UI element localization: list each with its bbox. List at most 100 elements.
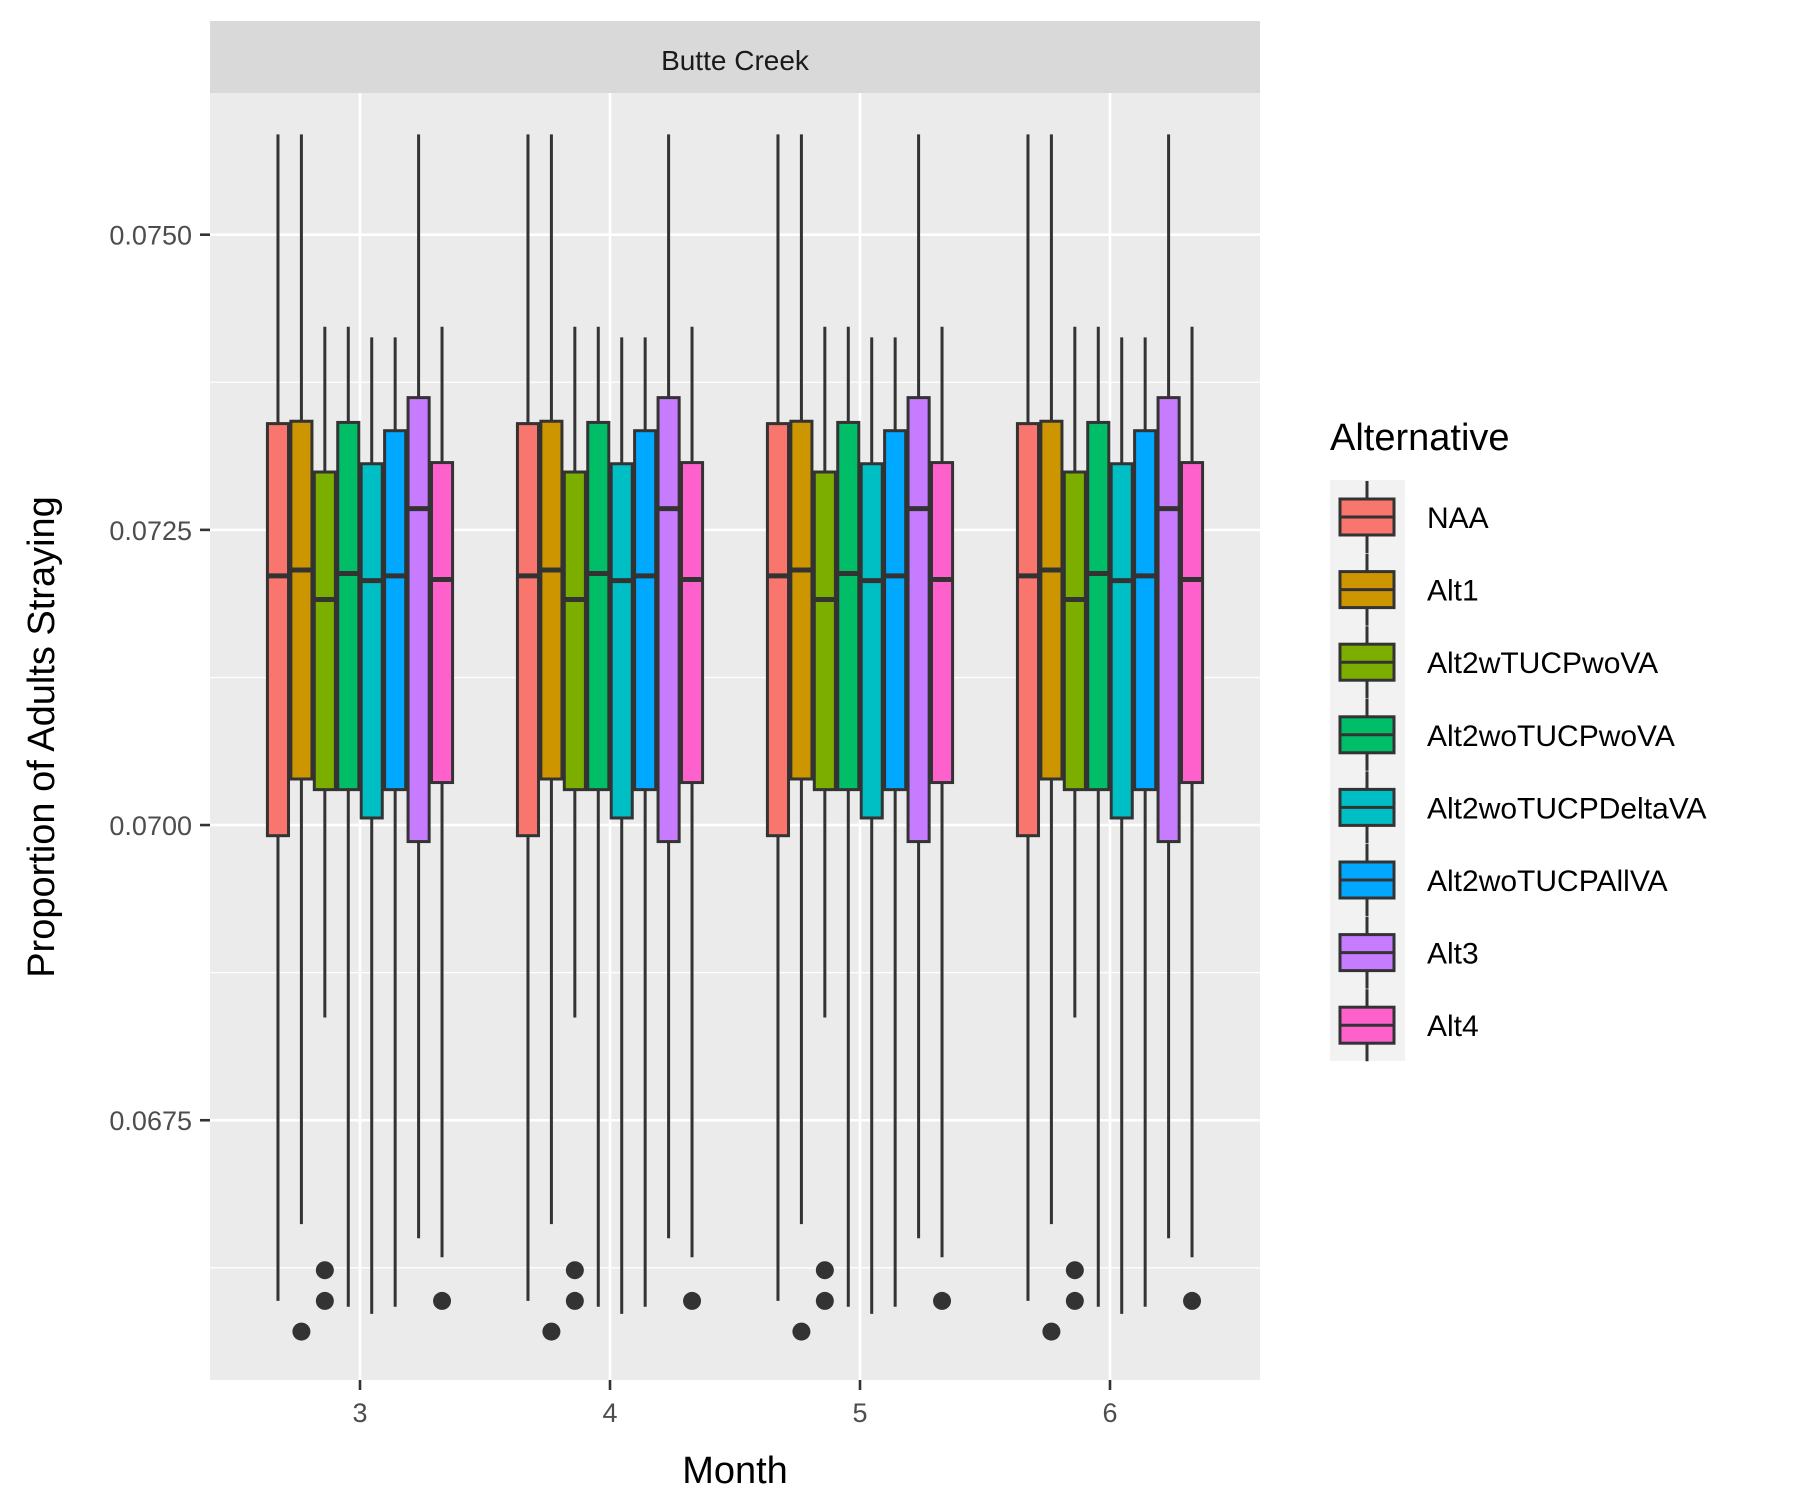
legend-label: Alt2woTUCPAllVA — [1427, 865, 1668, 898]
strip-background — [210, 21, 1260, 93]
boxplot-Alt2woTUCPwoVA-month-5 — [836, 326, 861, 1307]
legend-label: Alt1 — [1427, 575, 1479, 608]
box — [383, 429, 408, 792]
outlier-point — [683, 1291, 702, 1310]
boxplot-Alt2wTUCPwoVA-month-3 — [312, 326, 337, 1310]
y-axis-title: Proportion of Adults Straying — [21, 496, 63, 978]
boxplot-Alt4-month-5 — [929, 326, 955, 1310]
boxplot-Alt2woTUCPwoVA-month-4 — [586, 326, 611, 1307]
outlier-point — [315, 1261, 334, 1280]
outlier-point — [792, 1322, 811, 1341]
outlier-point — [1042, 1322, 1061, 1341]
box — [1062, 470, 1087, 792]
x-axis-title: Month — [682, 1450, 788, 1492]
boxplot-Alt1-month-4 — [539, 134, 564, 1341]
outlier-point — [815, 1261, 834, 1280]
facet-strip-label: Butte Creek — [661, 45, 810, 76]
boxplot-Alt2wTUCPwoVA-month-6 — [1062, 326, 1087, 1310]
box — [289, 419, 314, 781]
box — [312, 470, 337, 792]
box — [679, 461, 705, 785]
boxplot-Alt3-month-4 — [656, 134, 681, 1239]
outlier-point — [315, 1291, 334, 1310]
outlier-point — [1065, 1261, 1084, 1280]
outlier-point — [292, 1322, 311, 1341]
x-tick-label: 5 — [852, 1398, 867, 1428]
box — [1086, 420, 1111, 792]
box — [1015, 422, 1041, 838]
legend-label: Alt4 — [1427, 1010, 1479, 1043]
box — [1179, 461, 1205, 785]
y-tick-label: 0.0675 — [109, 1106, 192, 1136]
box — [906, 396, 931, 844]
boxplot-NAA-month-4 — [515, 134, 541, 1301]
boxplot-Alt2woTUCPDeltaVA-month-6 — [1109, 337, 1134, 1314]
box — [609, 462, 634, 820]
x-tick-label: 6 — [1102, 1398, 1117, 1428]
boxplot-Alt1-month-6 — [1039, 134, 1064, 1341]
box — [406, 396, 431, 844]
box — [1156, 396, 1181, 844]
box — [1039, 419, 1064, 781]
outlier-point — [815, 1291, 834, 1310]
box-layer — [265, 134, 1205, 1341]
box — [859, 462, 884, 820]
boxplot-Alt3-month-5 — [906, 134, 931, 1239]
box — [765, 422, 791, 838]
outlier-point — [1065, 1291, 1084, 1310]
legend-label: NAA — [1427, 502, 1489, 535]
box — [539, 419, 564, 781]
boxplot-Alt2woTUCPDeltaVA-month-4 — [609, 337, 634, 1314]
boxplot-Alt2woTUCPDeltaVA-month-3 — [359, 337, 384, 1314]
box — [265, 422, 291, 838]
box — [836, 420, 861, 792]
y-tick-label: 0.0725 — [109, 516, 192, 546]
boxplot-Alt2woTUCPAllVA-month-3 — [383, 337, 408, 1307]
boxplot-Alt2woTUCPDeltaVA-month-5 — [859, 337, 884, 1314]
boxplot-Alt3-month-3 — [406, 134, 431, 1239]
legend: Alternative NAA Alt1 Alt2wTUCPwoVA Alt2woTU… — [1330, 417, 1707, 1062]
box — [929, 461, 955, 785]
outlier-point — [1183, 1291, 1202, 1310]
boxplot-Alt4-month-6 — [1179, 326, 1205, 1310]
box — [812, 470, 837, 792]
box — [883, 429, 908, 792]
box — [586, 420, 611, 792]
boxplot-Alt2wTUCPwoVA-month-4 — [562, 326, 587, 1310]
boxplot-Alt2woTUCPwoVA-month-6 — [1086, 326, 1111, 1307]
legend-title: Alternative — [1330, 417, 1510, 459]
outlier-point — [565, 1261, 584, 1280]
boxplot-NAA-month-6 — [1015, 134, 1041, 1301]
legend-label: Alt3 — [1427, 938, 1479, 971]
box — [336, 420, 361, 792]
legend-label: Alt2woTUCPwoVA — [1427, 720, 1675, 753]
outlier-point — [565, 1291, 584, 1310]
legend-label: Alt2wTUCPwoVA — [1427, 647, 1658, 680]
boxplot-Alt2woTUCPAllVA-month-5 — [883, 337, 908, 1307]
boxplot-Alt4-month-4 — [679, 326, 705, 1310]
boxplot-Alt3-month-6 — [1156, 134, 1181, 1239]
box — [429, 461, 455, 785]
outlier-point — [433, 1291, 452, 1310]
box — [633, 429, 658, 792]
outlier-point — [542, 1322, 561, 1341]
boxplot-Alt2woTUCPAllVA-month-6 — [1133, 337, 1158, 1307]
box — [1133, 429, 1158, 792]
boxplot-NAA-month-5 — [765, 134, 791, 1301]
boxplot-Alt1-month-3 — [289, 134, 314, 1341]
box — [515, 422, 541, 838]
outlier-point — [933, 1291, 952, 1310]
x-tick-label: 3 — [352, 1398, 367, 1428]
box — [1109, 462, 1134, 820]
box — [656, 396, 681, 844]
box — [789, 419, 814, 781]
box — [359, 462, 384, 820]
legend-label: Alt2woTUCPDeltaVA — [1427, 792, 1707, 825]
x-tick-label: 4 — [602, 1398, 617, 1428]
boxplot-Alt1-month-5 — [789, 134, 814, 1341]
boxplot-NAA-month-3 — [265, 134, 291, 1301]
axes: 0.0675 0.0700 0.0725 0.0750 3 4 5 6 — [109, 221, 1117, 1428]
boxplot-Alt2wTUCPwoVA-month-5 — [812, 326, 837, 1310]
y-tick-label: 0.0700 — [109, 811, 192, 841]
